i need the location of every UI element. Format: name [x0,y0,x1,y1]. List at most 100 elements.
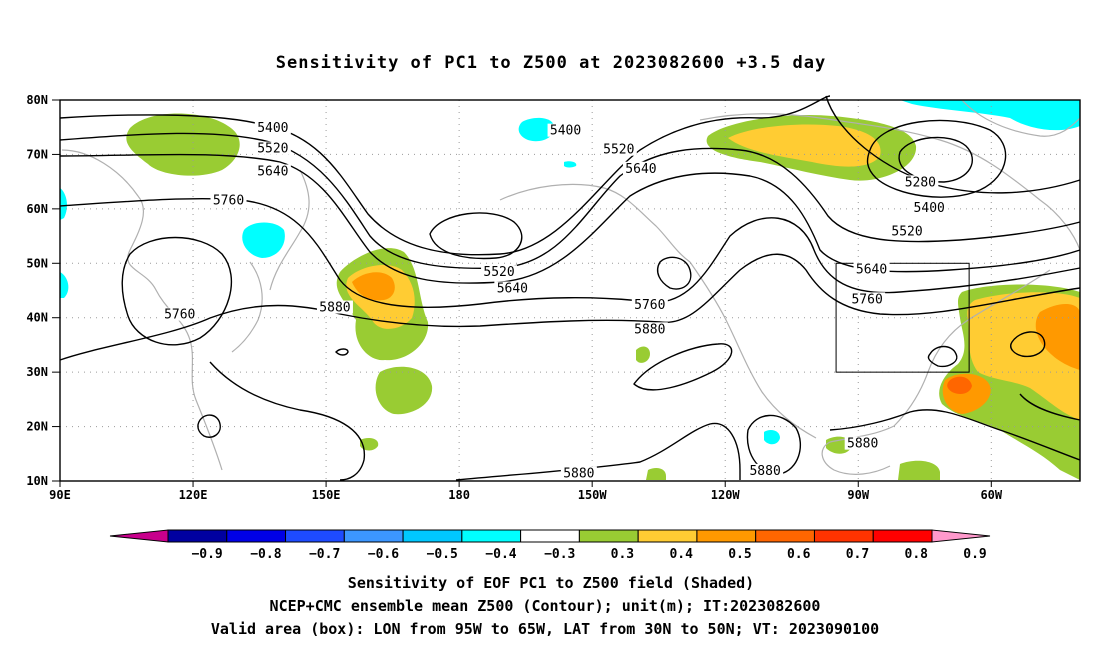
contour-5760-main [59,197,1081,308]
z500-contours [59,95,1081,481]
colorbar-label: −0.5 [427,547,458,562]
contour-label-bg [844,436,881,450]
latitude-tick-label: 30N [26,365,48,379]
contour-label: 5880 [319,301,350,316]
contour-label-bg [747,463,784,477]
contour-label-bg [316,300,353,314]
colorbar-label: −0.3 [544,547,575,562]
coast-greenland [961,99,1081,137]
shade-negative-small [564,161,577,168]
contour-5400-low [866,119,1007,198]
contour-label-bg [600,142,637,156]
shade-negative-pacific-1 [518,117,555,142]
colorbar-swatch [696,529,757,543]
contour-5880-caribbean [829,409,1081,461]
colorbar-swatch [872,529,933,543]
contour-label-bg [853,262,890,276]
shade-pos04-arctic [728,124,881,167]
longitude-tick-label: 90E [49,488,71,502]
colorbar-label: 0.9 [963,547,986,562]
coast-kamchatka [269,169,310,291]
shade-negative-west-2 [60,272,69,298]
contour-label: 5880 [634,322,665,337]
longitude-tick-label: 150E [312,488,341,502]
shade-positive-central-pacific-2 [375,366,433,415]
contour-label: 5400 [550,124,581,139]
longitude-axis: 90E 120E 150E 180 150W 120W 90W 60W [49,481,1003,502]
contour-label-bg [902,175,939,189]
shade-positive-patch-1 [636,346,650,363]
colorbar-label: −0.7 [309,547,340,562]
colorbar-swatch [461,529,522,543]
shade-negative-mexico [764,430,780,445]
latitude-tick-label: 40N [26,311,48,325]
contour-5400 [59,95,1081,256]
colorbar-label: −0.8 [250,547,281,562]
shade-positive-patch-5 [646,468,666,480]
colorbar-swatch [402,529,463,543]
colorbar-label: 0.6 [787,547,811,562]
contour-label-bg [631,322,668,336]
colorbar-label: −0.9 [191,547,222,562]
longitude-tick-label: 150W [578,488,608,502]
colorbar-swatch [520,529,580,543]
latitude-tick-label: 10N [26,474,48,488]
shade-positive-patch-4 [898,460,940,480]
contour-5880-east-pacific [633,343,733,391]
contour-label-bg [849,292,886,306]
colorbar-label: 0.7 [846,547,869,562]
contour-label: 5520 [891,224,922,239]
colorbar-label: −0.4 [485,547,516,562]
contour-label-bg [254,120,291,134]
contour-5880-small-south [335,348,349,356]
shade-positive-okhotsk [126,113,240,176]
shade-negative-west [60,188,67,220]
contour-label-bg [547,123,584,137]
contour-5640 [59,153,1081,284]
contour-label: 5760 [634,298,665,313]
colorbar-label: 0.4 [669,547,693,562]
longitude-tick-label: 90W [847,488,869,502]
colorbar-swatch [167,529,228,543]
colorbar-label: 0.8 [905,547,929,562]
contour-label-bg [210,193,247,207]
contour-label: 5520 [257,142,288,157]
contour-label-bg [911,200,948,214]
shade-pos05-central-pacific [352,272,395,301]
contour-5880-main [59,253,1081,361]
colorbar-swatch [578,529,639,543]
contour-label-bg [622,161,659,175]
contour-label: 5640 [856,262,887,277]
colorbar-label: −0.6 [368,547,399,562]
caption-line-1: Sensitivity of EOF PC1 to Z500 field (Sh… [348,574,754,592]
contour-label-bg [161,307,198,321]
valid-area-box [835,262,970,373]
caption-line-3: Valid area (box): LON from 95W to 65W, L… [211,620,879,638]
shade-negative-siberia [242,222,285,258]
contour-label-bg [889,224,926,238]
colorbar: −0.9 −0.8 −0.7 −0.6 −0.5 −0.4 −0.3 0.3 0.4 0.5 0.6… [109,529,991,562]
lat-lon-graticule [60,100,1080,481]
coastlines [61,99,1081,475]
colorbar-label: 0.5 [728,547,751,562]
contour-5880-south [455,422,741,481]
longitude-tick-label: 180 [448,488,470,502]
coast-gulf [821,425,895,475]
contour-label: 5640 [625,162,656,177]
shade-pos05-atlantic [1035,303,1080,370]
contour-label: 5400 [914,201,945,216]
colorbar-swatch [343,529,404,543]
latitude-tick-label: 70N [26,147,48,161]
contour-5880-small-loop [197,414,221,438]
contour-label: 5880 [563,467,594,482]
latitude-tick-label: 60N [26,202,48,216]
longitude-tick-label: 120E [179,488,208,502]
contour-5760-gulf [656,256,692,290]
contour-label-bg [494,281,531,295]
contour-label-bg [254,164,291,178]
contour-label-bg [254,141,291,155]
colorbar-over-triangle [931,529,991,543]
map-panel: 5400 5520 5640 5760 5760 5880 5400 5520 5640 5520… [26,93,1081,502]
contour-5760-siberia [121,236,232,346]
colorbar-swatch [813,529,874,543]
